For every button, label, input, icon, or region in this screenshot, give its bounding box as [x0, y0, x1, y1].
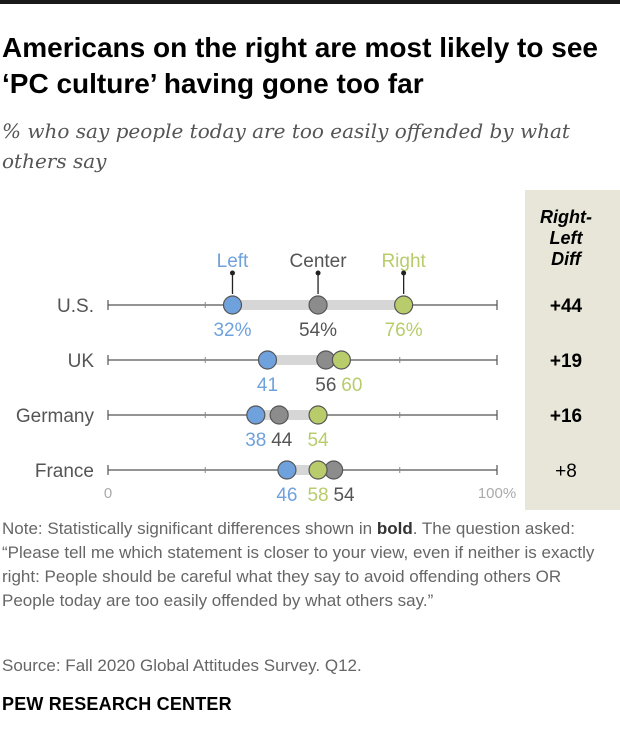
dot-left [277, 460, 297, 480]
value-label-right: 60 [341, 375, 362, 396]
diff-value: +19 [550, 351, 582, 372]
x-tick-label: 0 [104, 485, 112, 502]
value-label-right: 58 [307, 485, 328, 506]
chart-subtitle: % who say people today are too easily of… [2, 119, 570, 173]
dot-left [222, 295, 243, 315]
diff-value: +44 [550, 296, 583, 317]
dot-right [394, 295, 414, 315]
note-suffix: . The question asked: “Please tell me wh… [2, 519, 595, 610]
legend-label-center: Center [290, 251, 348, 272]
dot-right [308, 460, 328, 480]
dot-center [269, 405, 289, 425]
value-label-right: 54 [307, 430, 329, 451]
value-label-center: 54 [333, 485, 355, 506]
value-label-left: 46 [276, 485, 297, 506]
value-label-left: 32% [213, 320, 251, 341]
note-prefix: Note: Statistically significant differen… [2, 519, 377, 538]
note-bold: bold [376, 519, 413, 538]
country-label: Germany [16, 406, 95, 427]
diff-header-line: Left [550, 228, 584, 248]
country-label: UK [68, 351, 95, 372]
dot-left [246, 405, 266, 425]
chart-source: Source: Fall 2020 Global Attitudes Surve… [2, 656, 362, 675]
dot-left [257, 350, 278, 370]
value-label-left: 38 [245, 430, 266, 451]
legend-pointer-dot [401, 270, 407, 276]
value-label-center: 54% [299, 320, 337, 341]
brand-logo-text: PEW RESEARCH CENTER [2, 694, 232, 714]
legend-pointer-dot [229, 270, 235, 276]
legend-label-right: Right [381, 251, 426, 272]
country-label: U.S. [57, 296, 94, 317]
legend-label-left: Left [217, 251, 249, 272]
diff-value: +16 [550, 406, 582, 427]
dot-center [308, 295, 328, 315]
diff-header-line: Diff [551, 249, 583, 269]
dot-right [331, 350, 351, 370]
value-label-center: 56 [315, 375, 336, 396]
x-tick-label: 100% [478, 485, 516, 502]
country-label: France [35, 461, 94, 482]
diff-panel [525, 190, 620, 510]
value-label-center: 44 [271, 430, 293, 451]
dot-right [308, 405, 328, 425]
chart-note: Note: Statistically significant differen… [2, 517, 614, 613]
top-rule [0, 0, 620, 4]
range-bar [267, 355, 342, 365]
diff-value: +8 [555, 461, 577, 482]
legend-pointer-dot [315, 270, 321, 276]
value-label-left: 41 [257, 375, 278, 396]
diff-header-line: Right- [540, 207, 592, 227]
value-label-right: 76% [385, 320, 423, 341]
chart-title: Americans on the right are most likely t… [2, 32, 598, 99]
